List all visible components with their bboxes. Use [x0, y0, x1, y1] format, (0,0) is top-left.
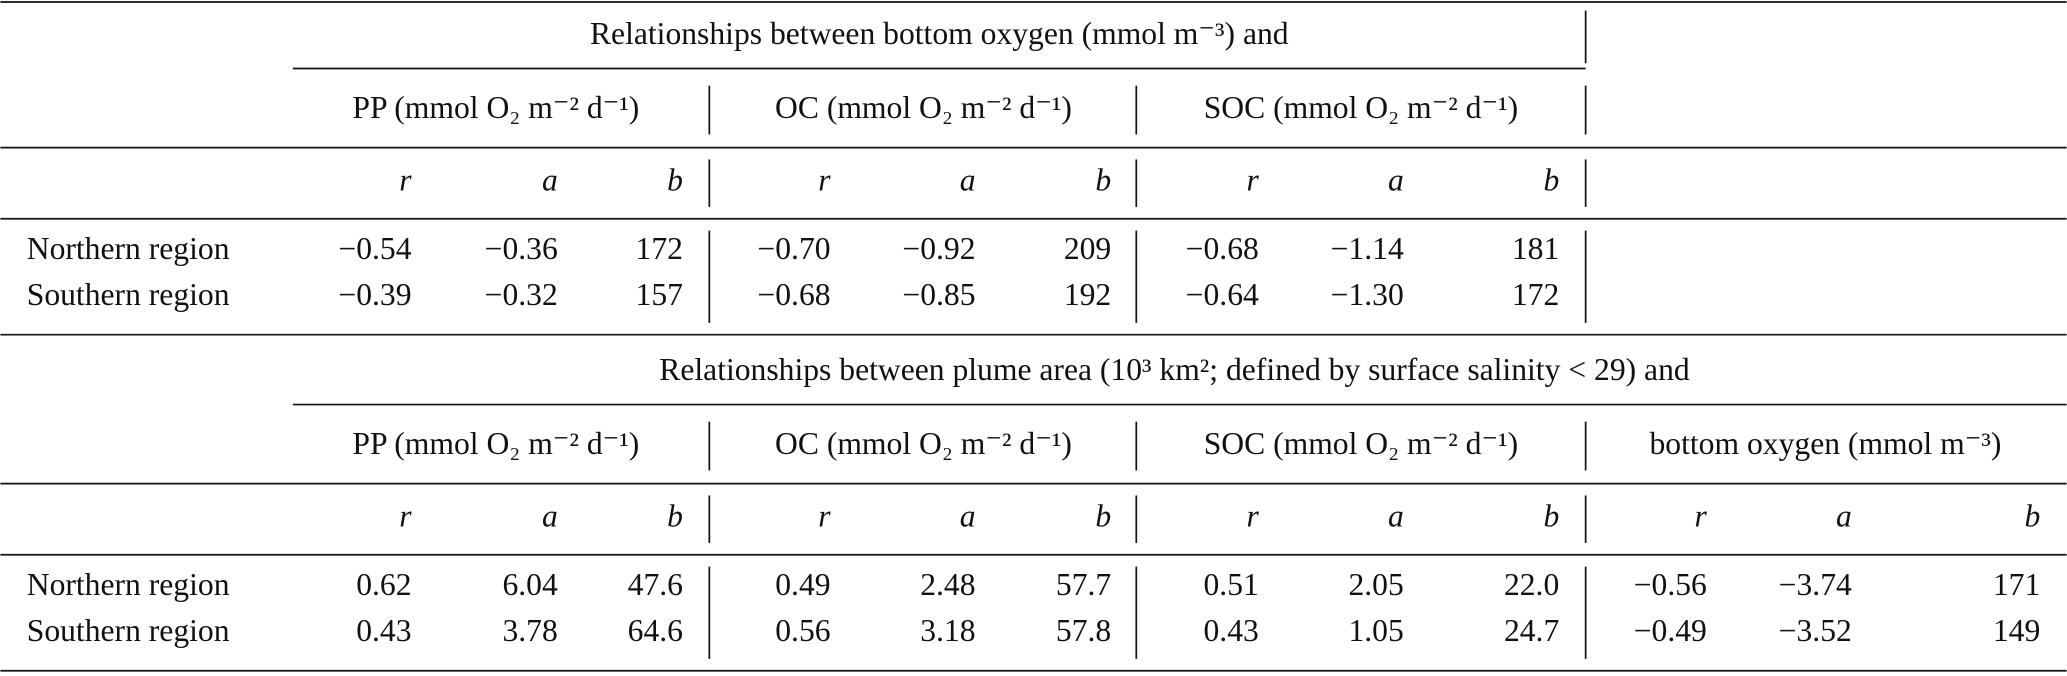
column-header: b: [2024, 498, 2040, 533]
group-header: PP (mmol O₂ m⁻² d⁻¹): [352, 90, 639, 125]
column-header: r: [399, 498, 412, 533]
cell: 47.6: [628, 567, 683, 602]
cell: 6.04: [502, 567, 558, 602]
cell: −1.30: [1331, 277, 1404, 312]
column-header: b: [667, 162, 683, 197]
cell: −0.64: [1186, 277, 1259, 312]
row-label: Northern region: [27, 567, 230, 602]
cell: −0.68: [1186, 231, 1259, 266]
column-header: r: [1247, 162, 1260, 197]
cell: 0.43: [356, 613, 411, 648]
cell: 171: [1993, 567, 2040, 602]
cell: 57.8: [1056, 613, 1111, 648]
cell: −0.32: [485, 277, 558, 312]
cell: 57.7: [1056, 567, 1111, 602]
section-title: Relationships between bottom oxygen (mmo…: [590, 16, 1289, 51]
column-header: r: [399, 162, 412, 197]
cell: 0.51: [1204, 567, 1259, 602]
cell: −3.74: [1779, 567, 1852, 602]
cell: 22.0: [1504, 567, 1559, 602]
cell: 0.62: [356, 567, 411, 602]
cell: 181: [1512, 231, 1559, 266]
cell: 24.7: [1504, 613, 1559, 648]
cell: 157: [636, 277, 683, 312]
cell: −0.70: [757, 231, 830, 266]
group-header: SOC (mmol O₂ m⁻² d⁻¹): [1204, 90, 1518, 125]
cell: 1.05: [1348, 613, 1403, 648]
group-header: SOC (mmol O₂ m⁻² d⁻¹): [1204, 426, 1518, 461]
column-header: r: [818, 498, 831, 533]
cell: 149: [1993, 613, 2040, 648]
column-header: a: [1388, 498, 1404, 533]
cell: −0.54: [338, 231, 411, 266]
column-header: a: [1388, 162, 1404, 197]
group-header: OC (mmol O₂ m⁻² d⁻¹): [775, 426, 1072, 461]
column-header: b: [667, 498, 683, 533]
cell: −0.85: [902, 277, 975, 312]
column-header: b: [1543, 162, 1559, 197]
cell: 64.6: [628, 613, 683, 648]
group-header: bottom oxygen (mmol m⁻³): [1650, 426, 2002, 461]
cell: 2.48: [920, 567, 975, 602]
column-header: r: [1247, 498, 1260, 533]
cell: −0.92: [902, 231, 975, 266]
cell: 0.43: [1204, 613, 1259, 648]
column-header: a: [542, 162, 558, 197]
row-label: Southern region: [27, 277, 230, 312]
cell: 209: [1064, 231, 1111, 266]
column-header: b: [1543, 498, 1559, 533]
row-label: Northern region: [27, 231, 230, 266]
column-header: b: [1095, 162, 1111, 197]
cell: 172: [1512, 277, 1559, 312]
column-header: b: [1095, 498, 1111, 533]
column-header: a: [960, 498, 976, 533]
cell: −0.36: [485, 231, 558, 266]
cell: 3.78: [502, 613, 557, 648]
column-header: r: [1695, 498, 1708, 533]
cell: −0.56: [1634, 567, 1707, 602]
row-label: Southern region: [27, 613, 230, 648]
cell: 3.18: [920, 613, 975, 648]
group-header: OC (mmol O₂ m⁻² d⁻¹): [775, 90, 1072, 125]
cell: 192: [1064, 277, 1111, 312]
cell: −3.52: [1779, 613, 1852, 648]
cell: 172: [636, 231, 683, 266]
cell: −0.49: [1634, 613, 1707, 648]
column-header: a: [542, 498, 558, 533]
group-header: PP (mmol O₂ m⁻² d⁻¹): [352, 426, 639, 461]
cell: −0.68: [757, 277, 830, 312]
column-header: a: [1836, 498, 1852, 533]
cell: 0.49: [775, 567, 830, 602]
cell: 2.05: [1348, 567, 1403, 602]
section-title: Relationships between plume area (10³ km…: [659, 352, 1690, 387]
cell: −0.39: [338, 277, 411, 312]
column-header: r: [818, 162, 831, 197]
cell: −1.14: [1331, 231, 1404, 266]
cell: 0.56: [775, 613, 830, 648]
column-header: a: [960, 162, 976, 197]
